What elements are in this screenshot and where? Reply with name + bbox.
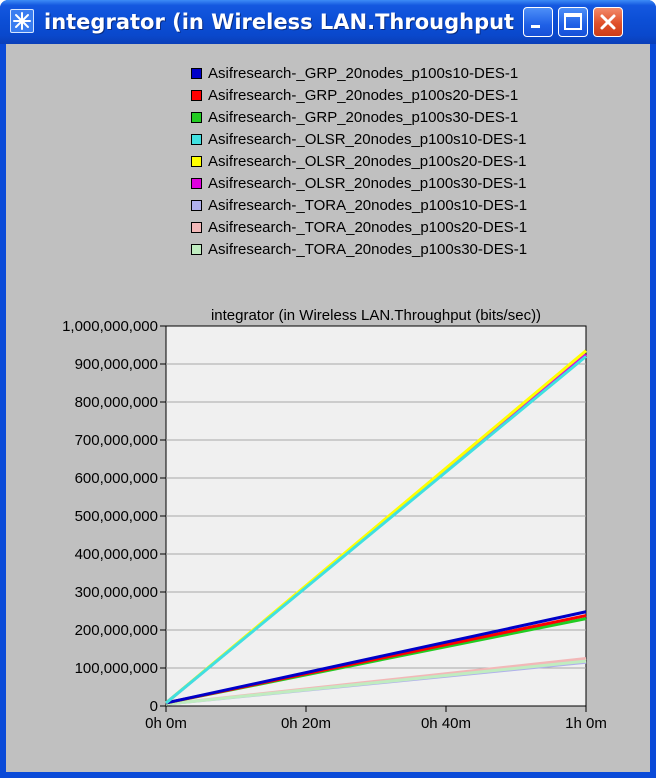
x-tick-label: 0h 0m xyxy=(145,715,187,732)
y-tick-label: 700,000,000 xyxy=(75,432,158,449)
legend-label: Asifresearch-_TORA_20nodes_p100s30-DES-1 xyxy=(208,241,528,258)
legend-label: Asifresearch-_TORA_20nodes_p100s10-DES-1 xyxy=(208,197,528,214)
x-tick-label: 1h 0m xyxy=(565,715,607,732)
chart-client-area: Asifresearch-_GRP_20nodes_p100s10-DES-1 A… xyxy=(6,44,650,772)
legend-label: Asifresearch-_OLSR_20nodes_p100s10-DES-1 xyxy=(208,131,527,148)
maximize-button[interactable] xyxy=(558,7,588,37)
series-line xyxy=(165,659,587,706)
legend-label: Asifresearch-_GRP_20nodes_p100s10-DES-1 xyxy=(208,65,519,82)
star-burst-icon[interactable] xyxy=(10,9,34,33)
legend-swatch xyxy=(191,68,202,79)
maximize-icon xyxy=(564,13,582,30)
legend-swatch xyxy=(191,156,202,167)
y-tick-label: 300,000,000 xyxy=(75,584,158,601)
legend-swatch xyxy=(191,244,202,255)
legend-swatch xyxy=(191,200,202,211)
legend-swatch xyxy=(191,134,202,145)
y-tick-label: 800,000,000 xyxy=(75,394,158,411)
legend-swatch xyxy=(191,112,202,123)
x-tick-label: 0h 20m xyxy=(281,715,331,732)
legend-label: Asifresearch-_GRP_20nodes_p100s20-DES-1 xyxy=(208,87,519,104)
minimize-icon xyxy=(531,25,540,28)
series-line xyxy=(165,355,587,705)
y-tick-label: 400,000,000 xyxy=(75,546,158,563)
title-bar[interactable]: integrator (in Wireless LAN.Throughput..… xyxy=(0,0,656,44)
legend-swatch xyxy=(191,90,202,101)
y-tick-label: 200,000,000 xyxy=(75,622,158,639)
close-icon xyxy=(600,14,616,30)
legend-label: Asifresearch-_GRP_20nodes_p100s30-DES-1 xyxy=(208,109,519,126)
legend-label: Asifresearch-_TORA_20nodes_p100s20-DES-1 xyxy=(208,219,528,236)
minimize-button[interactable] xyxy=(523,7,553,37)
chart-title: integrator (in Wireless LAN.Throughput (… xyxy=(211,307,541,324)
y-tick-label: 900,000,000 xyxy=(75,356,158,373)
series-line xyxy=(165,610,587,705)
window-title: integrator (in Wireless LAN.Throughput..… xyxy=(44,10,514,34)
legend-swatch xyxy=(191,222,202,233)
y-tick-label: 500,000,000 xyxy=(75,508,158,525)
y-tick-label: 600,000,000 xyxy=(75,470,158,487)
x-tick-label: 0h 40m xyxy=(421,715,471,732)
close-button[interactable] xyxy=(593,7,623,37)
legend-label: Asifresearch-_OLSR_20nodes_p100s20-DES-1 xyxy=(208,153,527,170)
y-tick-label: 1,000,000,000 xyxy=(62,318,158,335)
legend-swatch xyxy=(191,178,202,189)
line-chart: 0 100,000,000 200,000,000 300,000,000 400,00… xyxy=(62,307,607,732)
legend-label: Asifresearch-_OLSR_20nodes_p100s30-DES-1 xyxy=(208,175,527,192)
y-tick-label: 0 xyxy=(150,698,158,715)
y-tick-label: 100,000,000 xyxy=(75,660,158,677)
